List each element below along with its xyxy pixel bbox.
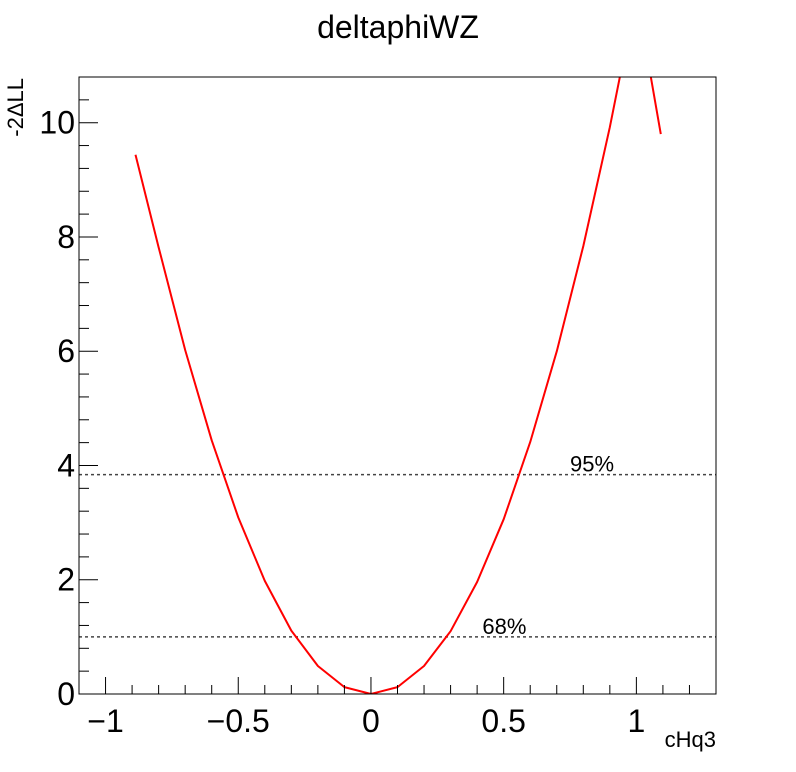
y-tick-label: 2 bbox=[57, 562, 75, 598]
y-tick-label: 0 bbox=[57, 676, 75, 712]
series-line-0 bbox=[134, 77, 662, 694]
x-tick-label: 1 bbox=[627, 703, 645, 739]
x-tick-label: 0.5 bbox=[481, 703, 525, 739]
reference-lines: 95% 68% bbox=[79, 452, 716, 639]
x-axis-label: cHq3 bbox=[665, 727, 716, 752]
x-tick-label: −1 bbox=[87, 703, 123, 739]
series-layer bbox=[134, 77, 662, 694]
axis-ticks bbox=[78, 76, 717, 695]
y-tick-label: 8 bbox=[57, 219, 75, 255]
x-tick-label: −0.5 bbox=[207, 703, 270, 739]
x-tick-label: 0 bbox=[362, 703, 380, 739]
chart-title: deltaphiWZ bbox=[317, 9, 479, 45]
y-tick-label: 4 bbox=[57, 447, 75, 483]
plot-frame bbox=[78, 76, 717, 695]
reference-label-68pct: 68% bbox=[482, 614, 526, 639]
reference-label-95pct: 95% bbox=[570, 452, 614, 477]
y-tick-label: 10 bbox=[39, 105, 75, 141]
y-axis-label: -2ΔLL bbox=[3, 78, 28, 137]
y-tick-label: 6 bbox=[57, 333, 75, 369]
plot-area-border bbox=[78, 76, 717, 695]
